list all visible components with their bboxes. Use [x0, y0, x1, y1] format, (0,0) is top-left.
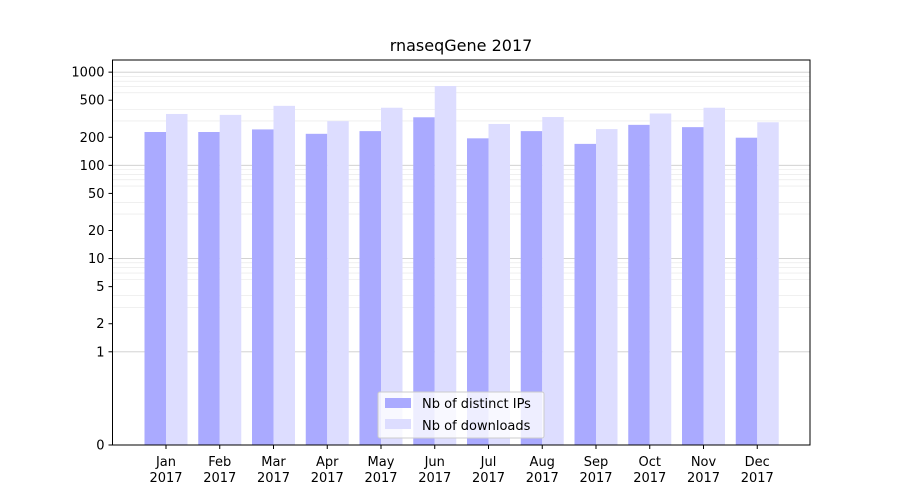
x-tick-label-line: 2017 [257, 471, 290, 486]
x-tick-label: Nov 2017 [687, 455, 720, 486]
bar-downloads [273, 105, 295, 446]
x-tick-label: Sep 2017 [579, 455, 612, 486]
x-tick-label-line: Sep [584, 455, 609, 470]
y-tick-label: 200 [80, 131, 105, 146]
y-tick-label: 20 [88, 224, 105, 239]
bar-ips [413, 117, 435, 445]
x-tick-label-line: Apr [316, 455, 339, 470]
y-tick-label: 5 [96, 280, 104, 295]
x-tick-label-line: Aug [530, 455, 555, 470]
y-axis: 0 1 2 5 10 20 50 100 200 500 1000 [71, 66, 113, 454]
x-tick-label-line: 2017 [311, 471, 344, 486]
bar-downloads [219, 114, 242, 446]
bar-ips [574, 143, 596, 445]
x-tick-label: Jan 2017 [149, 455, 182, 486]
y-tick-label: 1000 [71, 66, 104, 81]
bar-downloads [381, 107, 403, 445]
x-tick-label: Dec 2017 [741, 455, 774, 486]
y-tick-label: 1 [96, 345, 104, 360]
x-tick-label: Mar 2017 [257, 455, 290, 486]
y-tick-label: 0 [96, 439, 104, 454]
plot-frame [112, 59, 811, 446]
x-tick-label-line: 2017 [472, 471, 505, 486]
y-tick-label: 50 [88, 187, 105, 202]
x-tick-label-line: May [368, 455, 395, 470]
legend-label-ips: Nb of distinct IPs [422, 397, 531, 412]
x-tick-label-line: Jul [480, 455, 497, 470]
bar-downloads [327, 121, 349, 445]
bar-ips [628, 124, 650, 446]
bar-ips [520, 131, 543, 445]
x-tick-label-line: Dec [745, 455, 770, 470]
x-tick-label-line: 2017 [579, 471, 612, 486]
x-tick-label-line: Jun [424, 455, 445, 470]
x-tick-label: Jun 2017 [418, 455, 451, 486]
x-tick-label-line: 2017 [364, 471, 397, 486]
bar-downloads [757, 122, 779, 446]
x-tick-label-line: Mar [261, 455, 286, 470]
bar-downloads [596, 129, 618, 446]
bar-downloads [434, 86, 457, 446]
x-tick-label-line: 2017 [633, 471, 666, 486]
x-tick-label-line: Oct [639, 455, 661, 470]
bar-downloads [166, 113, 188, 445]
x-tick-label: Jul 2017 [472, 455, 505, 486]
y-tick-label: 100 [80, 159, 105, 174]
chart-title: rnaseqGene 2017 [390, 36, 533, 55]
bar-ips [144, 131, 166, 445]
bar-ips [735, 137, 758, 445]
bar-ips [682, 127, 704, 445]
x-tick-label-line: 2017 [418, 471, 451, 486]
legend-label-downloads: Nb of downloads [422, 419, 531, 434]
x-tick-label-line: 2017 [203, 471, 236, 486]
x-tick-label: Oct 2017 [633, 455, 666, 486]
x-tick-label-line: 2017 [741, 471, 774, 486]
bar-downloads [649, 113, 672, 445]
bar-downloads [488, 123, 510, 446]
x-tick-label-line: Jan [155, 455, 176, 470]
x-tick-label: Feb 2017 [203, 455, 236, 486]
x-tick-label: Aug 2017 [526, 455, 559, 486]
bar-ips [467, 138, 489, 445]
x-tick-label: May 2017 [364, 455, 397, 486]
x-tick-label-line: 2017 [526, 471, 559, 486]
bar-downloads [703, 107, 725, 445]
x-tick-label-line: 2017 [149, 471, 182, 486]
y-tick-label: 2 [96, 317, 104, 332]
legend-swatch-downloads [385, 419, 411, 429]
bar-ips [198, 131, 220, 445]
legend-swatch-ips [385, 398, 411, 408]
x-tick-label-line: 2017 [687, 471, 720, 486]
x-tick-label-line: Nov [691, 455, 717, 470]
x-tick-label: Apr 2017 [311, 455, 344, 486]
bars [144, 86, 779, 446]
x-tick-label-line: Feb [208, 455, 231, 470]
bar-ips [305, 133, 328, 445]
bar-ips [359, 131, 381, 445]
legend-box [377, 391, 545, 439]
y-tick-label: 10 [88, 252, 105, 267]
legend: Nb of distinct IPs Nb of downloads [377, 391, 545, 439]
y-tick-label: 500 [80, 94, 105, 109]
bar-ips [252, 129, 274, 445]
bar-downloads [542, 117, 564, 445]
